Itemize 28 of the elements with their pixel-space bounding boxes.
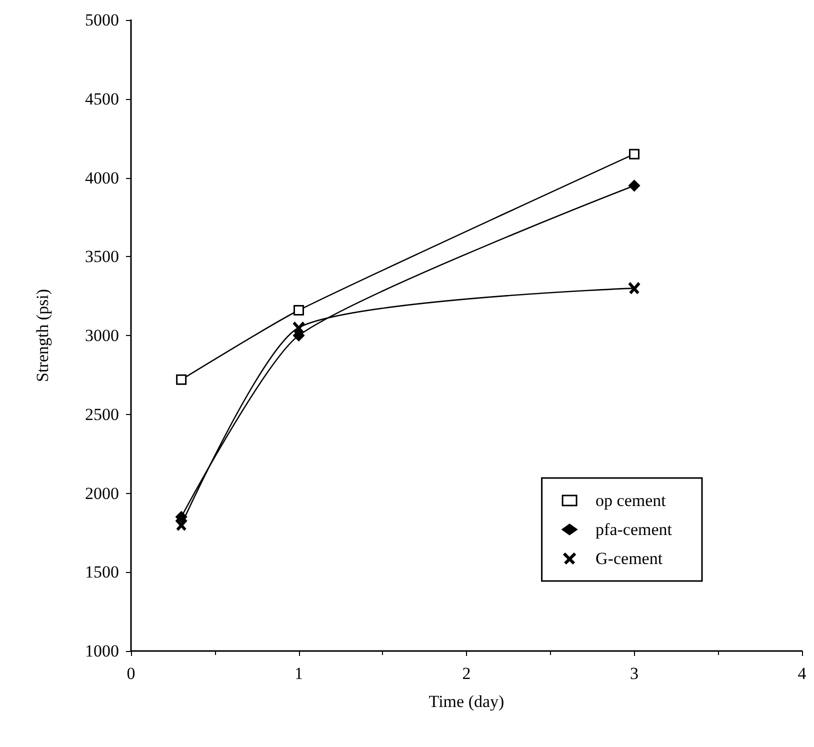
point <box>628 282 640 294</box>
legend-label: pfa-cement <box>596 520 672 539</box>
x-tick-label: 1 <box>294 664 303 683</box>
y-tick-label: 3000 <box>85 326 119 345</box>
y-tick-label: 4500 <box>85 89 119 108</box>
y-tick-label: 3500 <box>85 247 119 266</box>
y-tick-label: 4000 <box>85 168 119 188</box>
point <box>629 148 640 160</box>
legend-label: op cement <box>596 491 666 510</box>
point <box>294 305 304 316</box>
legend-label: G-cement <box>596 549 663 568</box>
y-tick-label: 2000 <box>85 484 119 503</box>
y-axis-title: Strength (psi) <box>33 288 52 382</box>
y-tick-label: 2500 <box>85 404 119 424</box>
x-tick-label: 2 <box>462 664 471 683</box>
point <box>176 511 188 523</box>
x-tick-label: 0 <box>126 664 136 683</box>
y-tick-label: 1500 <box>85 562 119 582</box>
x-axis-title: Time (day) <box>428 692 504 711</box>
point <box>176 519 188 531</box>
point <box>293 322 304 334</box>
y-tick-label: 1000 <box>85 642 119 660</box>
point <box>176 374 187 385</box>
point <box>293 330 304 342</box>
point <box>628 180 640 192</box>
y-tick-label: 5000 <box>85 10 119 30</box>
x-tick-label: 4 <box>798 664 807 683</box>
x-tick-label: 3 <box>630 664 638 683</box>
